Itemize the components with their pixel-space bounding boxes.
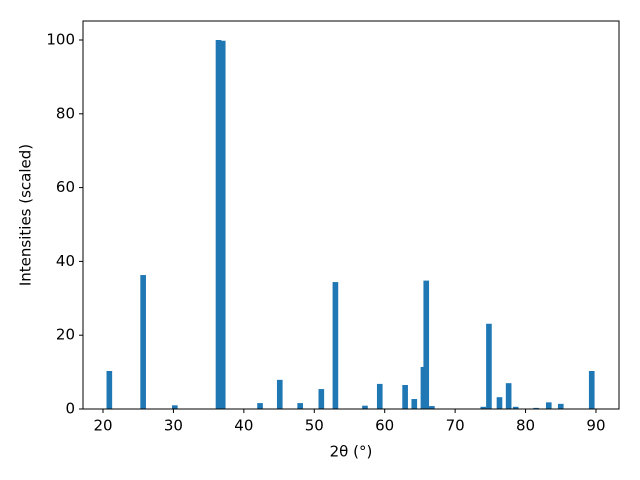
bar <box>276 379 283 409</box>
y-tick-label: 0 <box>65 400 75 418</box>
bar <box>376 383 383 409</box>
bar <box>140 275 146 409</box>
x-tick-label: 60 <box>375 417 394 435</box>
bar <box>172 405 178 409</box>
bar <box>106 370 113 409</box>
x-tick-label: 20 <box>93 417 112 435</box>
bar <box>505 383 512 409</box>
y-tick-label: 80 <box>56 104 75 122</box>
y-tick-label: 20 <box>56 326 75 344</box>
x-tick-label: 30 <box>164 417 183 435</box>
bar <box>557 403 564 409</box>
y-tick-label: 100 <box>46 31 75 49</box>
bar <box>332 282 339 409</box>
bar <box>533 407 539 409</box>
plot-frame <box>82 20 620 410</box>
bar <box>423 280 430 409</box>
bar <box>496 397 503 409</box>
x-tick-label: 90 <box>586 417 605 435</box>
bar <box>420 366 427 409</box>
bar <box>429 406 435 409</box>
bar <box>215 40 222 410</box>
bar <box>480 406 487 409</box>
bar <box>219 40 226 409</box>
bar <box>512 406 519 409</box>
x-tick-label: 80 <box>516 417 535 435</box>
bar <box>362 405 368 409</box>
y-axis-label: Intensities (scaled) <box>17 144 35 286</box>
x-tick-label: 40 <box>234 417 253 435</box>
bar <box>545 402 552 409</box>
x-axis-label: 2θ (°) <box>330 443 373 461</box>
bar <box>588 370 595 409</box>
bar <box>297 403 304 409</box>
bar <box>411 399 418 409</box>
y-tick-label: 40 <box>56 252 75 270</box>
bar <box>257 403 263 409</box>
y-tick-label: 60 <box>56 178 75 196</box>
bar <box>318 389 325 409</box>
bar <box>486 323 492 409</box>
x-tick-label: 50 <box>305 417 324 435</box>
bar <box>402 385 408 409</box>
x-tick-label: 70 <box>446 417 465 435</box>
